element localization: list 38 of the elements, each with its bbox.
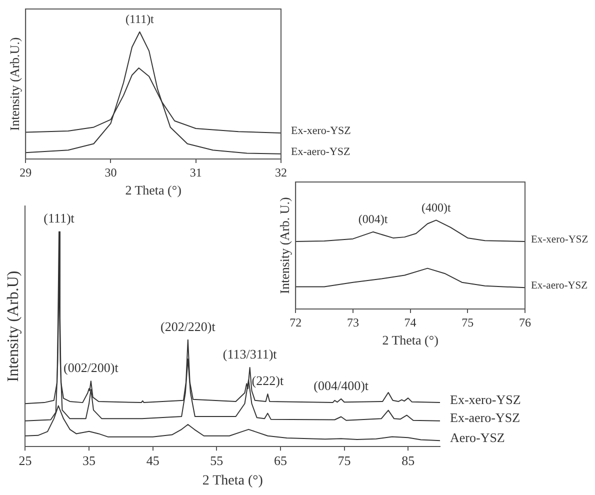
y-axis-title: Intensity (Arb. U.) [277,197,292,294]
annotation: (004/400)t [314,378,369,393]
x-tick-label: 76 [519,315,531,330]
x-tick-label: 32 [275,165,287,180]
x-tick-label: 35 [82,452,96,468]
series-label: Ex-xero-YSZ [531,234,588,246]
x-tick-label: 31 [190,165,202,180]
annotation: (111)t [44,210,75,226]
series-label: Aero-YSZ [450,430,505,446]
x-axis-title: 2 Theta (°) [382,332,438,348]
annotation: (202/220)t [160,318,216,334]
x-tick-label: 29 [20,165,32,180]
series-label: Ex-xero-YSZ [291,124,352,137]
annotation: (400)t [421,200,452,214]
x-axis-title: 2 Theta (°) [202,473,264,488]
series-label: Ex-aero-YSZ [531,280,588,292]
annotation: (222)t [252,372,284,388]
x-tick-label: 30 [104,165,117,180]
x-tick-label: 85 [402,452,415,468]
x-tick-label: 45 [146,452,160,468]
x-tick-label: 75 [462,315,474,330]
y-axis-title: Intensity (Arb.U.) [7,37,22,131]
x-tick-label: 75 [338,452,351,468]
y-axis-title: Intensity (Arb.U) [4,270,22,382]
series-label: Ex-aero-YSZ [450,410,520,426]
x-tick-label: 74 [404,315,416,330]
x-tick-label: 73 [346,315,359,330]
annotation: (002/200)t [63,360,119,375]
x-tick-label: 55 [210,452,224,468]
annotation: (004)t [358,212,388,226]
annotation: (113/311)t [222,346,278,362]
series-label: Ex-aero-YSZ [291,146,351,158]
x-tick-label: 25 [18,452,32,468]
x-tick-label: 72 [290,315,302,330]
annotation: (111)t [125,12,155,26]
x-axis-title: 2 Theta (°) [125,182,182,198]
x-tick-label: 65 [274,452,287,468]
series-label: Ex-xero-YSZ [450,392,521,407]
